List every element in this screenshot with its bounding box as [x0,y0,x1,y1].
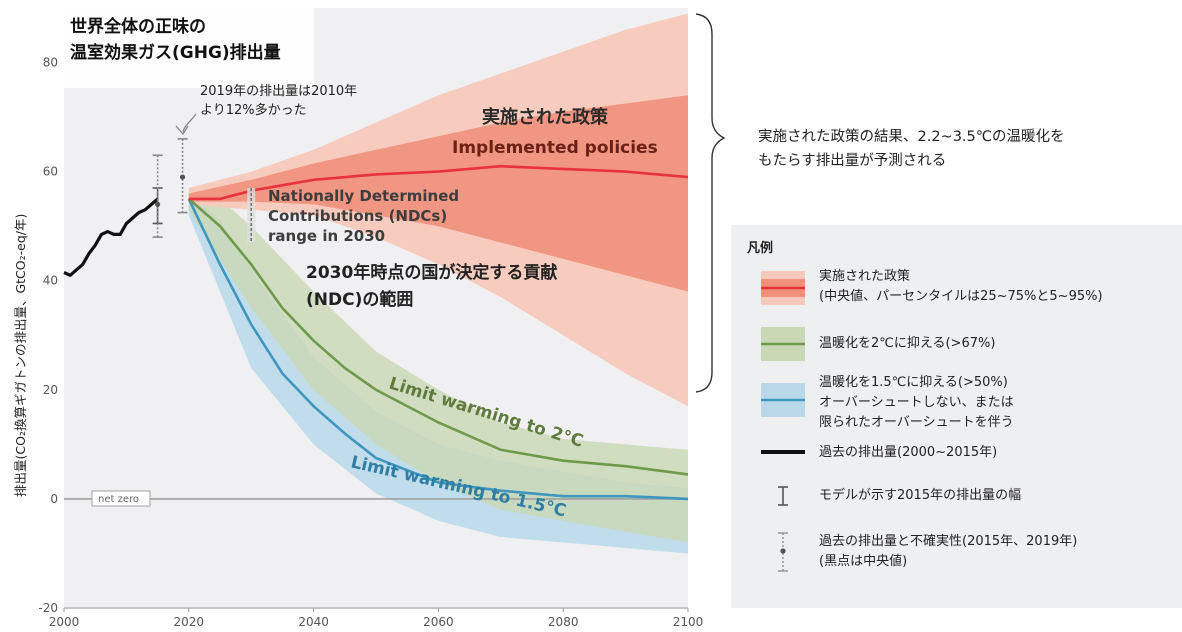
band-implemented-25-75 [188,95,689,292]
y-tick-80: 80 [43,56,58,70]
line-2c [187,197,689,476]
x-tick-2060: 2060 [423,615,454,629]
ndc-label-en-1: Nationally Determined [268,187,459,205]
legend-item-uncertainty-2: (黒点は中央値) [819,554,908,569]
uncertainty-median-2015 [155,201,161,207]
legend-swatch-uncertainty [778,532,788,572]
legend-item-2c: 温暖化を2℃に抑える(>67%) [819,336,996,351]
ndc-label-en-2: Contributions (NDCs) [268,207,447,225]
brace [695,13,726,393]
legend-swatch-15c [761,383,805,417]
legend-item-model-range: モデルが示す2015年の排出量の幅 [819,488,1022,503]
brace-note-line2: もたらす排出量が予測される [758,153,947,169]
legend: 凡例 実施された政策 (中央値、パーセンタイルは25~75%と5~95%) 温暖… [731,225,1182,608]
chart-title-line1: 世界全体の正味の [70,17,206,37]
note-2019-line2: より12%多かった [200,103,307,118]
band-2c [188,188,689,543]
y-tick-0: 0 [50,492,58,506]
brace-note-line1: 実施された政策の結果、2.2~3.5℃の温暖化を [758,129,1065,145]
legend-item-historical: 過去の排出量(2000~2015年) [819,445,998,460]
title-box [64,8,314,88]
range-markers [152,138,256,243]
ndc-label-en-3: range in 2030 [268,227,385,245]
ndc-label-jp-1: 2030年時点の国が決定する貢献 [306,263,558,283]
y-tick-20: 20 [43,383,58,397]
line-15c [187,198,689,501]
ndc-range-2030 [247,188,256,243]
x-tick-2000: 2000 [49,615,80,629]
y-tick-60: 60 [43,165,58,179]
legend-item-implemented-2: (中央値、パーセンタイルは25~75%と5~95%) [819,289,1103,304]
legend-swatch-implemented [761,271,805,305]
x-tick-2100: 2100 [673,615,704,629]
line-historical [63,197,159,277]
legend-swatch-model-range [778,486,788,506]
y-tick--20: -20 [38,601,58,615]
x-tick-labels: 2000 2020 2040 2060 2080 2100 [49,608,704,629]
uncertainty-2019 [177,138,188,214]
note-2019-line1: 2019年の排出量は2010年 [200,84,358,99]
legend-item-15c-2: オーバーシュートしない、または [819,395,1014,410]
legend-title: 凡例 [747,241,774,256]
implemented-label-en: Implemented policies [452,138,658,158]
net-zero-label: net zero [98,494,139,505]
legend-swatch-2c [761,327,805,361]
legend-swatch-historical [761,450,805,454]
callout-arrow [175,113,197,136]
legend-item-15c-3: 限られたオーバーシュートを伴う [819,415,1014,430]
y-tick-labels: -20 0 20 40 60 80 [38,56,58,615]
uncertainty-median-2019 [179,174,186,180]
legend-item-15c-1: 温暖化を1.5℃に抑える(>50%) [819,375,1008,390]
x-tick-2080: 2080 [548,615,579,629]
uncertainty-2015 [152,154,163,238]
x-tick-2020: 2020 [174,615,205,629]
legend-item-uncertainty-1: 過去の排出量と不確実性(2015年、2019年) [819,534,1078,549]
net-zero-tag: net zero [91,490,151,507]
ndc-label-jp-2: (NDC)の範囲 [306,290,414,310]
legend-item-implemented-1: 実施された政策 [819,269,911,284]
y-axis-label: 排出量(CO₂換算ギガトンの排出量、GtCO₂-eq/年) [13,213,28,497]
line-implemented-median [188,164,689,201]
implemented-label-jp: 実施された政策 [482,107,608,128]
y-tick-40: 40 [43,274,58,288]
chart-title-line2: 温室効果ガス(GHG)排出量 [70,43,281,63]
x-tick-2040: 2040 [298,615,329,629]
series-lines [63,164,689,501]
